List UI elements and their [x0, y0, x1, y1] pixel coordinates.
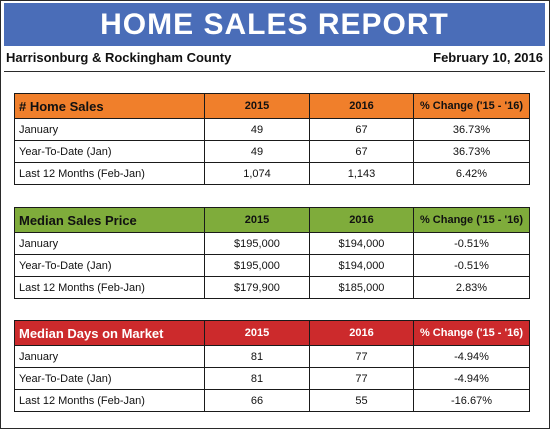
value-2015: 1,074 [204, 162, 310, 185]
percent-change: 6.42% [413, 162, 530, 185]
column-header-2016: 2016 [309, 207, 414, 233]
home-sales-table: # Home Sales 2015 2016 % Change ('15 - '… [14, 93, 530, 185]
value-2015: 81 [204, 345, 310, 368]
value-2016: 67 [309, 140, 414, 163]
row-label: Last 12 Months (Feb-Jan) [14, 162, 205, 185]
table-row: Year-To-Date (Jan) 49 67 36.73% [14, 140, 530, 163]
percent-change: 2.83% [413, 276, 530, 299]
median-days-on-market-table: Median Days on Market 2015 2016 % Change… [14, 320, 530, 412]
column-header-2015: 2015 [204, 207, 310, 233]
column-header-2016: 2016 [309, 93, 414, 119]
table-header-row: Median Sales Price 2015 2016 % Change ('… [14, 207, 530, 233]
value-2016: 55 [309, 389, 414, 412]
column-header-2016: 2016 [309, 320, 414, 346]
header-divider [4, 71, 545, 72]
value-2015: 81 [204, 367, 310, 390]
median-sales-price-table: Median Sales Price 2015 2016 % Change ('… [14, 207, 530, 299]
report-date: February 10, 2016 [433, 50, 543, 65]
column-header-change: % Change ('15 - '16) [413, 320, 530, 346]
value-2016: $185,000 [309, 276, 414, 299]
table-row: Year-To-Date (Jan) 81 77 -4.94% [14, 367, 530, 390]
column-header-change: % Change ('15 - '16) [413, 93, 530, 119]
row-label: Last 12 Months (Feb-Jan) [14, 276, 205, 299]
row-label: January [14, 118, 205, 141]
row-label: January [14, 345, 205, 368]
value-2016: 77 [309, 367, 414, 390]
value-2016: $194,000 [309, 232, 414, 255]
table-row: Year-To-Date (Jan) $195,000 $194,000 -0.… [14, 254, 530, 277]
value-2016: 77 [309, 345, 414, 368]
region-label: Harrisonburg & Rockingham County [6, 50, 232, 65]
table-header-row: Median Days on Market 2015 2016 % Change… [14, 320, 530, 346]
percent-change: -16.67% [413, 389, 530, 412]
table-row: January 81 77 -4.94% [14, 345, 530, 368]
value-2015: 66 [204, 389, 310, 412]
percent-change: -4.94% [413, 367, 530, 390]
row-label: Year-To-Date (Jan) [14, 140, 205, 163]
report-title: HOME SALES REPORT [4, 3, 545, 46]
table-row: January $195,000 $194,000 -0.51% [14, 232, 530, 255]
value-2016: 1,143 [309, 162, 414, 185]
value-2015: $179,900 [204, 276, 310, 299]
value-2015: $195,000 [204, 254, 310, 277]
percent-change: -0.51% [413, 254, 530, 277]
table-row: Last 12 Months (Feb-Jan) 66 55 -16.67% [14, 389, 530, 412]
percent-change: -4.94% [413, 345, 530, 368]
row-label: Last 12 Months (Feb-Jan) [14, 389, 205, 412]
table-row: Last 12 Months (Feb-Jan) $179,900 $185,0… [14, 276, 530, 299]
table-row: Last 12 Months (Feb-Jan) 1,074 1,143 6.4… [14, 162, 530, 185]
row-label: Year-To-Date (Jan) [14, 367, 205, 390]
percent-change: -0.51% [413, 232, 530, 255]
table-title: Median Days on Market [14, 320, 205, 346]
percent-change: 36.73% [413, 118, 530, 141]
table-row: January 49 67 36.73% [14, 118, 530, 141]
table-title: # Home Sales [14, 93, 205, 119]
value-2015: 49 [204, 118, 310, 141]
percent-change: 36.73% [413, 140, 530, 163]
table-header-row: # Home Sales 2015 2016 % Change ('15 - '… [14, 93, 530, 119]
value-2016: 67 [309, 118, 414, 141]
column-header-change: % Change ('15 - '16) [413, 207, 530, 233]
value-2015: $195,000 [204, 232, 310, 255]
column-header-2015: 2015 [204, 93, 310, 119]
value-2015: 49 [204, 140, 310, 163]
table-title: Median Sales Price [14, 207, 205, 233]
value-2016: $194,000 [309, 254, 414, 277]
row-label: January [14, 232, 205, 255]
column-header-2015: 2015 [204, 320, 310, 346]
row-label: Year-To-Date (Jan) [14, 254, 205, 277]
